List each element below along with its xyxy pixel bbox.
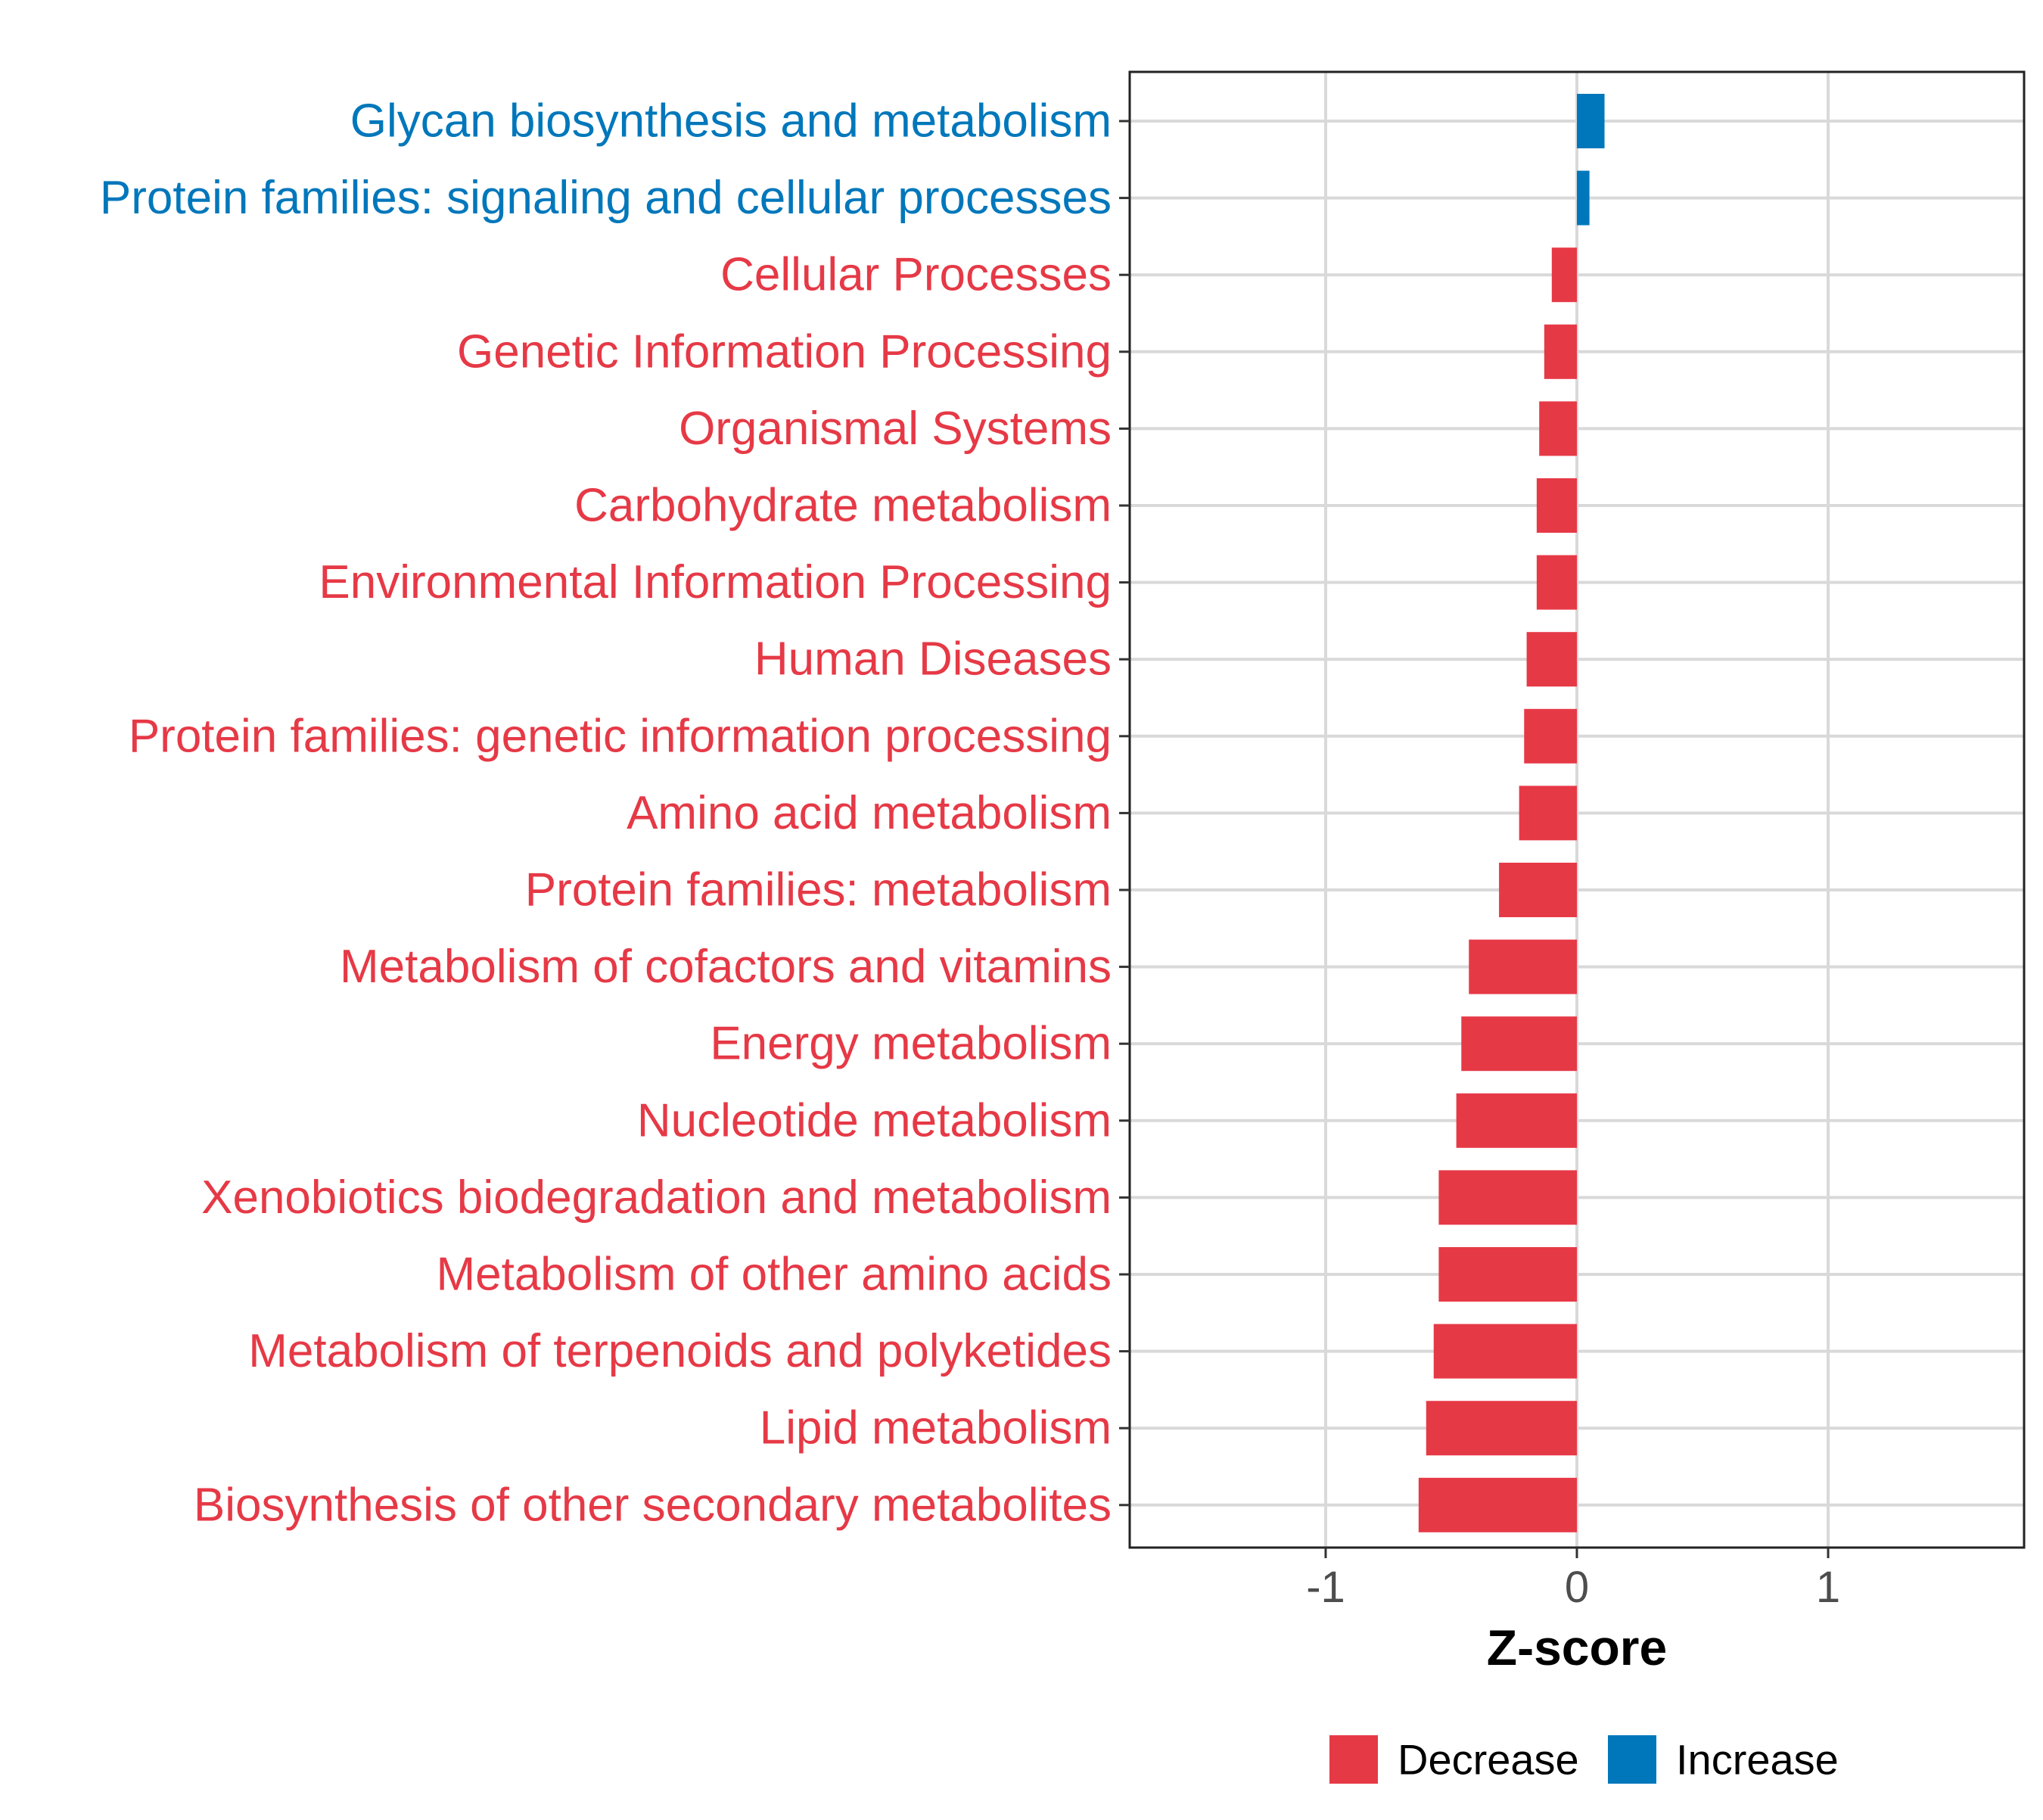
category-label-12: Energy metabolism	[710, 1018, 1112, 1070]
bar-10	[1499, 863, 1577, 917]
category-label-5: Carbohydrate metabolism	[574, 480, 1112, 532]
category-label-2: Cellular Processes	[720, 249, 1112, 301]
bar-15	[1438, 1247, 1577, 1302]
legend-swatch-increase	[1608, 1735, 1656, 1784]
legend-label-decrease: Decrease	[1398, 1736, 1579, 1784]
bar-4	[1539, 401, 1577, 456]
x-tick-label-0: -1	[1306, 1563, 1345, 1612]
category-label-3: Genetic Information Processing	[457, 325, 1112, 378]
bar-8	[1524, 708, 1577, 764]
category-label-4: Organismal Systems	[679, 403, 1112, 455]
category-label-7: Human Diseases	[754, 633, 1112, 686]
category-label-8: Protein families: genetic information pr…	[129, 710, 1112, 762]
bar-0	[1577, 94, 1605, 148]
bar-16	[1433, 1324, 1577, 1379]
category-label-1: Protein families: signaling and cellular…	[100, 172, 1112, 224]
category-label-18: Biosynthesis of other secondary metaboli…	[194, 1479, 1112, 1531]
legend-label-increase: Increase	[1676, 1736, 1839, 1784]
category-label-13: Nucleotide metabolism	[637, 1094, 1112, 1146]
bar-7	[1526, 632, 1577, 687]
category-label-6: Environmental Information Processing	[319, 556, 1112, 608]
bar-11	[1469, 939, 1577, 994]
category-label-17: Lipid metabolism	[760, 1402, 1112, 1454]
bar-9	[1519, 786, 1577, 841]
category-label-10: Protein families: metabolism	[525, 864, 1112, 916]
legend-swatch-decrease	[1329, 1735, 1378, 1784]
category-label-14: Xenobiotics biodegradation and metabolis…	[201, 1171, 1112, 1224]
bar-5	[1536, 478, 1577, 533]
bar-1	[1577, 170, 1590, 226]
category-label-0: Glycan biosynthesis and metabolism	[350, 95, 1112, 148]
x-tick-label-1: 0	[1565, 1563, 1589, 1612]
category-label-11: Metabolism of cofactors and vitamins	[340, 941, 1112, 993]
category-label-16: Metabolism of terpenoids and polyketides	[248, 1325, 1112, 1377]
x-axis-label: Z-score	[1487, 1619, 1667, 1675]
bar-6	[1536, 555, 1577, 610]
x-tick-label-2: 1	[1816, 1563, 1840, 1612]
bar-3	[1544, 324, 1577, 379]
bar-14	[1438, 1170, 1577, 1225]
bar-17	[1426, 1401, 1577, 1456]
category-label-9: Amino acid metabolism	[627, 787, 1112, 839]
bar-18	[1418, 1477, 1577, 1532]
bar-13	[1456, 1093, 1577, 1148]
bar-12	[1461, 1016, 1577, 1072]
bar-2	[1551, 247, 1577, 303]
category-label-15: Metabolism of other amino acids	[436, 1249, 1112, 1301]
